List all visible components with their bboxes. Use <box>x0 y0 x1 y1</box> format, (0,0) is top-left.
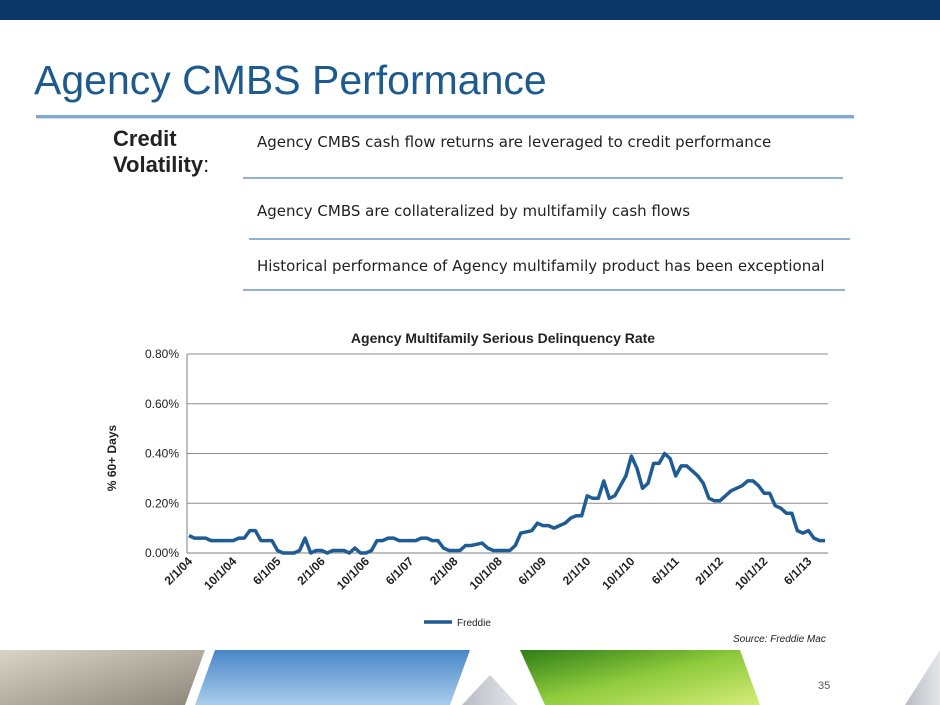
y-axis-ticks: 0.00% 0.20% 0.40% 0.60% 0.80% <box>145 347 179 560</box>
side-label-line2-text: Volatility <box>113 152 204 177</box>
side-label: Credit Volatility: <box>113 126 209 178</box>
delinquency-chart: Agency Multifamily Serious Delinquency R… <box>105 330 828 629</box>
top-banner <box>0 0 940 20</box>
source-note: Source: Freddie Mac <box>733 634 826 645</box>
bullet-divider-1 <box>243 177 843 179</box>
x-tick-label: 10/1/06 <box>334 554 372 592</box>
x-tick-label: 6/1/07 <box>383 554 417 588</box>
y-tick-label: 0.00% <box>145 546 179 560</box>
footer-leaf-image <box>520 650 760 705</box>
x-tick-label: 2/1/12 <box>693 554 727 588</box>
x-tick-label: 10/1/10 <box>599 554 637 592</box>
x-tick-label: 6/1/05 <box>250 554 284 588</box>
x-tick-label: 2/1/06 <box>294 554 328 588</box>
footer-grey-panel <box>750 650 935 705</box>
footer-stone-right <box>905 650 940 705</box>
side-label-colon: : <box>203 152 210 177</box>
page-number: 35 <box>818 680 831 692</box>
x-tick-label: 10/1/04 <box>201 554 239 592</box>
footer-sky-image <box>195 650 470 705</box>
footer-image-strip <box>0 650 940 705</box>
y-axis-label: % 60+ Days <box>105 424 119 491</box>
chart-title: Agency Multifamily Serious Delinquency R… <box>351 330 655 346</box>
x-tick-label: 10/1/12 <box>732 554 770 592</box>
chart-grid <box>186 353 828 554</box>
x-tick-label: 6/1/09 <box>516 554 550 588</box>
slide-title: Agency CMBS Performance <box>34 57 547 103</box>
y-tick-label: 0.80% <box>145 347 179 361</box>
legend-label-freddie: Freddie <box>457 618 491 629</box>
x-tick-label: 6/1/13 <box>781 554 815 588</box>
x-axis-ticks: 2/1/04 10/1/04 6/1/05 2/1/06 10/1/06 6/1/07 2/… <box>162 554 815 592</box>
bullet-2: Agency CMBS are collateralized by multif… <box>257 202 691 220</box>
footer-stone-image <box>462 675 518 705</box>
side-label-line1: Credit <box>113 126 177 151</box>
y-tick-label: 0.20% <box>145 496 179 510</box>
legend: Freddie <box>424 618 491 629</box>
bullet-divider-3 <box>243 289 845 291</box>
series-line-freddie <box>188 451 825 555</box>
x-tick-label: 10/1/08 <box>467 554 505 592</box>
x-tick-label: 2/1/10 <box>560 554 594 588</box>
bullet-3: Historical performance of Agency multifa… <box>257 257 825 275</box>
title-underline <box>36 115 854 118</box>
footer-rope-image <box>0 650 205 705</box>
y-tick-label: 0.40% <box>145 447 179 461</box>
bullet-divider-2 <box>249 238 850 240</box>
x-tick-label: 6/1/11 <box>649 554 682 587</box>
y-tick-label: 0.60% <box>145 397 179 411</box>
bullet-1: Agency CMBS cash flow returns are levera… <box>257 133 772 151</box>
x-tick-label: 2/1/08 <box>427 554 461 588</box>
title-underline-highlight <box>36 118 854 119</box>
side-label-line2: Volatility: <box>113 152 209 178</box>
